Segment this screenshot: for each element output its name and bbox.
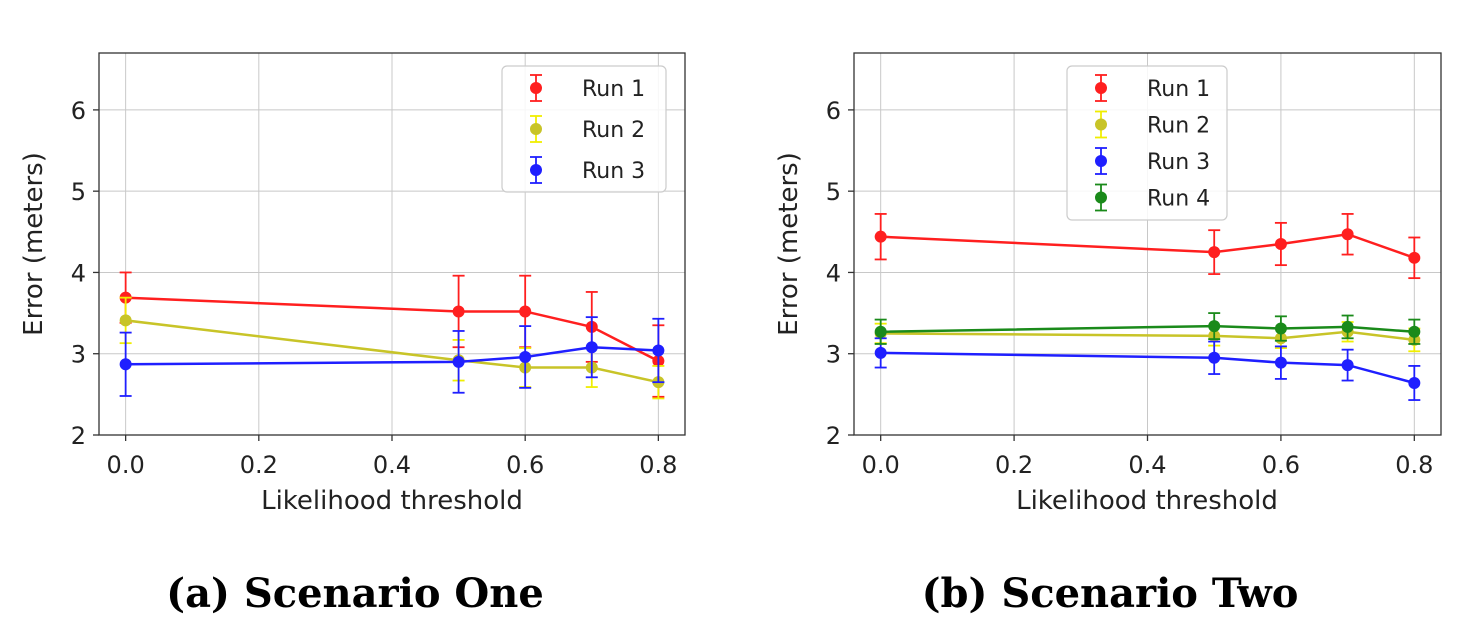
legend-box [1066, 65, 1228, 221]
y-tick-label: 3 [71, 341, 86, 369]
y-tick-label: 4 [71, 259, 86, 287]
figure-caption: (a) Scenario One [166, 570, 544, 617]
y-tick-label: 6 [826, 97, 841, 125]
data-point [119, 358, 132, 371]
x-tick-label: 0.8 [1395, 451, 1433, 479]
x-axis-label: Likelihood threshold [261, 486, 523, 516]
x-axis-label: Likelihood threshold [1016, 486, 1278, 516]
data-point [1408, 251, 1421, 264]
legend-label: Run 4 [1147, 187, 1210, 212]
legend-label: Run 3 [582, 159, 645, 184]
x-tick-label: 0.8 [639, 451, 677, 479]
legend-marker [530, 82, 542, 94]
chart-a: 0.0 0.2 0.4 0.6 0.8 2 3 4 5 6 Likelihood threshold… [19, 52, 686, 617]
legend-label: Run 1 [582, 77, 645, 102]
data-point [452, 305, 465, 318]
legend-marker [1095, 118, 1107, 131]
figure-caption: (b) Scenario Two [922, 570, 1299, 617]
y-tick-label: 2 [71, 422, 86, 450]
y-tick-label: 3 [826, 341, 841, 369]
data-point [1274, 322, 1287, 335]
data-point [874, 230, 887, 243]
legend: Run 1 Run 2 Run 3 Run 4 [1066, 65, 1228, 221]
series-run-4 [874, 312, 1421, 345]
y-tick-label: 5 [826, 178, 841, 206]
y-tick-label: 6 [71, 97, 86, 125]
data-point [1208, 320, 1221, 333]
data-point [1274, 356, 1287, 369]
legend-marker [1095, 82, 1107, 94]
y-tick-label: 4 [826, 259, 841, 287]
x-tick-label: 0.2 [995, 451, 1033, 479]
series-run-3 [119, 316, 665, 397]
data-point [652, 344, 665, 357]
data-point [1341, 320, 1354, 333]
x-tick-label: 0.0 [862, 451, 900, 479]
legend: Run 1 Run 2 Run 3 [501, 65, 667, 193]
y-axis-label: Error (meters) [19, 152, 49, 336]
series-run-1 [874, 213, 1421, 280]
legend-box [501, 65, 667, 193]
data-point [1341, 228, 1354, 241]
legend-label: Run 2 [582, 118, 645, 143]
data-point [585, 341, 598, 354]
y-tick-label: 2 [826, 422, 841, 450]
x-tick-label: 0.4 [1128, 451, 1166, 479]
y-axis-label: Error (meters) [774, 152, 804, 336]
data-point [874, 325, 887, 338]
data-point [1274, 238, 1287, 250]
data-point [874, 346, 887, 359]
x-tick-label: 0.0 [107, 451, 145, 479]
data-point [1341, 359, 1354, 372]
x-tick-label: 0.6 [1262, 451, 1300, 479]
data-point [1408, 325, 1421, 338]
legend-marker [530, 164, 542, 176]
y-tick-label: 5 [71, 178, 86, 206]
data-point [1208, 351, 1221, 364]
data-point [519, 305, 532, 318]
legend-label: Run 3 [1147, 150, 1210, 175]
chart-b: 0.0 0.2 0.4 0.6 0.8 2 3 4 5 6 Likelihood threshold… [774, 52, 1442, 617]
data-point [452, 355, 465, 368]
data-point [519, 350, 532, 363]
legend-marker [1095, 191, 1107, 204]
legend-marker [1095, 155, 1107, 167]
x-tick-label: 0.2 [240, 451, 278, 479]
x-tick-label: 0.4 [373, 451, 411, 479]
legend-label: Run 1 [1147, 77, 1210, 102]
legend-marker [530, 123, 542, 135]
x-tick-label: 0.6 [506, 451, 544, 479]
series-run-3 [874, 337, 1421, 401]
data-point [1208, 246, 1221, 259]
legend-label: Run 2 [1147, 114, 1210, 139]
data-point [1408, 376, 1421, 389]
data-point [119, 314, 132, 327]
